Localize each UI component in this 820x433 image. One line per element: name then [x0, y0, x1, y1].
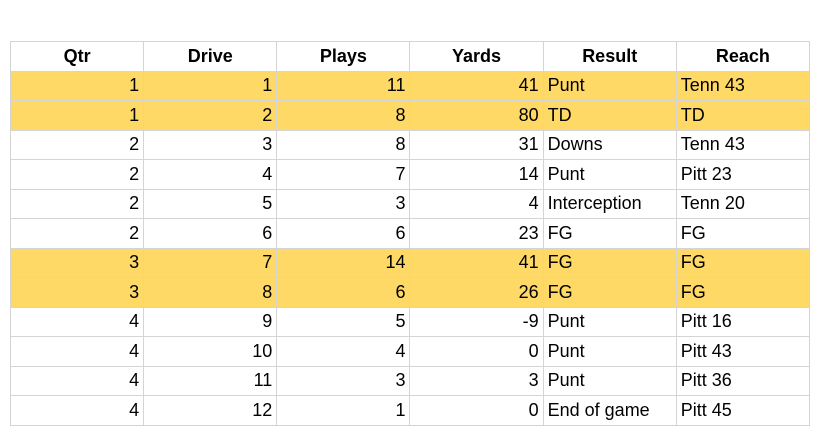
table-row: 2 4 7 14 Punt Pitt 23	[9, 159, 811, 190]
table-row: 2 6 6 23 FG FG	[9, 218, 811, 249]
table-cell: 1	[9, 100, 145, 131]
table-cell: 8	[143, 277, 278, 308]
table-cell: 41	[409, 70, 544, 101]
table-cell: 11	[276, 70, 411, 101]
header-row: Qtr Drive Plays Yards Result Reach	[9, 41, 811, 72]
table-cell: 3	[276, 188, 411, 219]
table-cell: 2	[9, 218, 145, 249]
table-cell: 23	[409, 218, 544, 249]
table-cell: Tenn 20	[675, 188, 811, 219]
table-row: 4 10 4 0 Punt Pitt 43	[9, 336, 811, 367]
table-cell: 2	[143, 100, 278, 131]
table-row: 1 1 11 41 Punt Tenn 43	[9, 70, 811, 101]
table-cell: 26	[409, 277, 544, 308]
table-cell: 3	[9, 277, 145, 308]
table-cell: 14	[276, 247, 411, 278]
table-cell: TD	[542, 100, 677, 131]
table-row: 2 3 8 31 Downs Tenn 43	[9, 129, 811, 160]
table-cell: FG	[542, 277, 677, 308]
table-cell: FG	[675, 247, 811, 278]
table-cell: 0	[409, 336, 544, 367]
table-row: 4 11 3 3 Punt Pitt 36	[9, 365, 811, 396]
table-cell: Pitt 23	[675, 159, 811, 190]
table-cell: Tenn 43	[675, 70, 811, 101]
table-cell: Interception	[542, 188, 677, 219]
header-cell: Reach	[675, 41, 811, 72]
table-cell: 3	[9, 247, 145, 278]
table-cell: 2	[9, 159, 145, 190]
table-cell: 9	[143, 306, 278, 337]
table-cell: 1	[276, 395, 411, 426]
table-container: Qtr Drive Plays Yards Result Reach 1 1 11 41 Punt…	[9, 41, 811, 426]
table-row: 4 9 5 -9 Punt Pitt 16	[9, 306, 811, 337]
table-cell: 4	[9, 365, 145, 396]
table-cell: Downs	[542, 129, 677, 160]
header-cell: Result	[542, 41, 677, 72]
table-row: 3 7 14 41 FG FG	[9, 247, 811, 278]
table-cell: 0	[409, 395, 544, 426]
table-cell: 2	[9, 129, 145, 160]
header-cell: Plays	[276, 41, 411, 72]
table-cell: Punt	[542, 336, 677, 367]
table-cell: 12	[143, 395, 278, 426]
table-cell: Tenn 43	[675, 129, 811, 160]
table-cell: Punt	[542, 306, 677, 337]
table-cell: Punt	[542, 70, 677, 101]
table-cell: Punt	[542, 365, 677, 396]
table-cell: Pitt 16	[675, 306, 811, 337]
table-cell: 3	[276, 365, 411, 396]
table-cell: 7	[143, 247, 278, 278]
table-cell: End of game	[542, 395, 677, 426]
table-cell: 1	[143, 70, 278, 101]
table-cell: TD	[675, 100, 811, 131]
table-cell: 7	[276, 159, 411, 190]
table-cell: 8	[276, 129, 411, 160]
table-body: 1 1 11 41 Punt Tenn 43 1 2 8 80 TD TD 2 3 8 31 Downs Tenn…	[9, 70, 811, 426]
table-cell: Pitt 45	[675, 395, 811, 426]
table-cell: 41	[409, 247, 544, 278]
table-row: 1 2 8 80 TD TD	[9, 100, 811, 131]
drive-table: Qtr Drive Plays Yards Result Reach 1 1 11 41 Punt…	[9, 41, 811, 426]
table-cell: Punt	[542, 159, 677, 190]
table-cell: 10	[143, 336, 278, 367]
table-cell: 4	[276, 336, 411, 367]
table-cell: 1	[9, 70, 145, 101]
table-cell: 6	[143, 218, 278, 249]
table-cell: FG	[542, 247, 677, 278]
table-cell: 2	[9, 188, 145, 219]
table-cell: -9	[409, 306, 544, 337]
table-cell: FG	[675, 277, 811, 308]
table-cell: 4	[409, 188, 544, 219]
table-cell: 11	[143, 365, 278, 396]
header-cell: Qtr	[9, 41, 145, 72]
table-cell: Pitt 43	[675, 336, 811, 367]
table-row: 2 5 3 4 Interception Tenn 20	[9, 188, 811, 219]
header-cell: Drive	[143, 41, 278, 72]
table-cell: 4	[143, 159, 278, 190]
table-cell: 6	[276, 218, 411, 249]
table-cell: 4	[9, 395, 145, 426]
table-cell: 31	[409, 129, 544, 160]
table-cell: 3	[143, 129, 278, 160]
header-cell: Yards	[409, 41, 544, 72]
table-cell: 4	[9, 306, 145, 337]
table-cell: 4	[9, 336, 145, 367]
table-cell: 5	[276, 306, 411, 337]
table-cell: 5	[143, 188, 278, 219]
table-cell: Pitt 36	[675, 365, 811, 396]
table-cell: 14	[409, 159, 544, 190]
table-cell: 6	[276, 277, 411, 308]
table-row: 3 8 6 26 FG FG	[9, 277, 811, 308]
table-row: 4 12 1 0 End of game Pitt 45	[9, 395, 811, 426]
table-cell: 80	[409, 100, 544, 131]
table-cell: FG	[542, 218, 677, 249]
table-cell: 8	[276, 100, 411, 131]
table-cell: FG	[675, 218, 811, 249]
table-cell: 3	[409, 365, 544, 396]
